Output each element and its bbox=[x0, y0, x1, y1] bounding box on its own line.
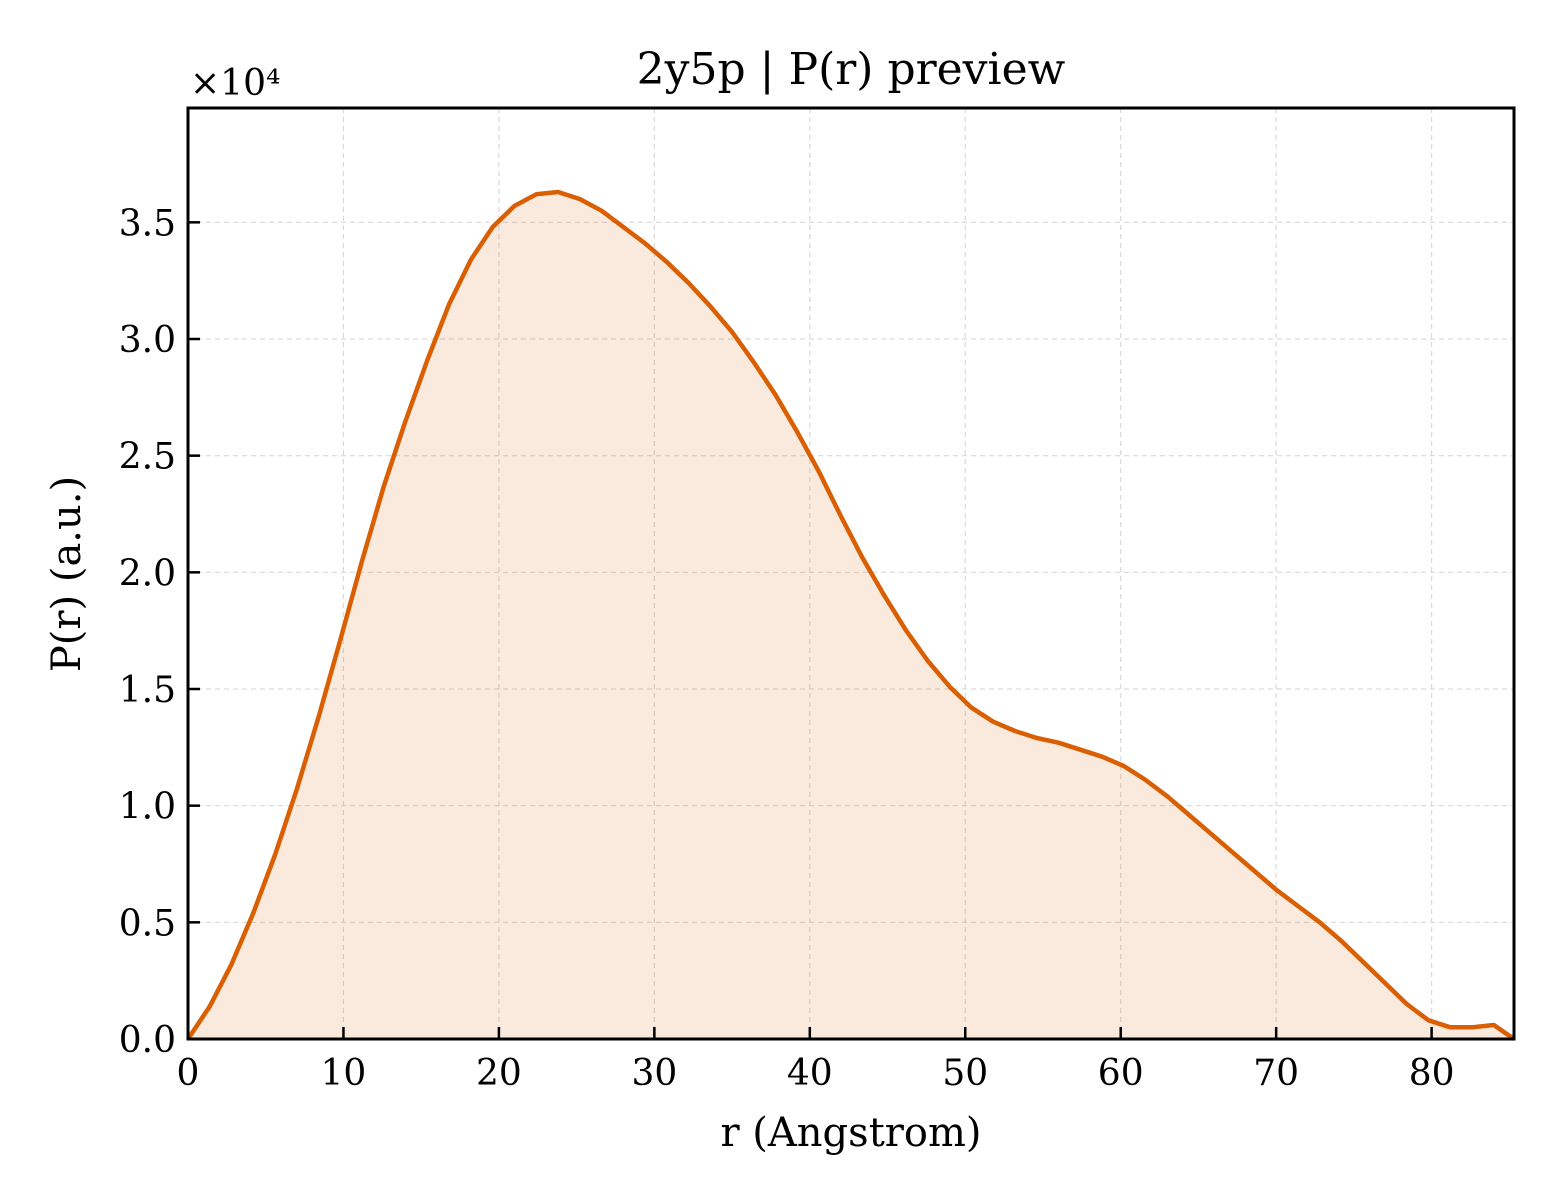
x-tick-label: 20 bbox=[476, 1053, 522, 1094]
series-area-fill bbox=[188, 192, 1514, 1039]
y-axis-label: P(r) (a.u.) bbox=[44, 476, 90, 672]
y-tick-label: 1.0 bbox=[119, 787, 176, 828]
series-line bbox=[186, 189, 1516, 1041]
y-tick-label: 3.5 bbox=[119, 203, 176, 244]
y-tick-label: 2.5 bbox=[119, 437, 176, 478]
y-tick-label: 0.0 bbox=[119, 1020, 176, 1061]
chart-title: 2y5p | P(r) preview bbox=[637, 44, 1066, 95]
y-multiplier-label: ×10⁴ bbox=[190, 63, 280, 104]
y-tick-label: 0.5 bbox=[119, 903, 176, 944]
x-tick-label: 40 bbox=[787, 1053, 833, 1094]
x-tick-label: 50 bbox=[942, 1053, 988, 1094]
x-tick-label: 60 bbox=[1098, 1053, 1144, 1094]
x-tick-label: 0 bbox=[177, 1053, 200, 1094]
axis-ticks: 0 10 20 30 40 50 60 70 80 0.0 0.5 1.0 1.5 2.0 2.5 3.0 3.… bbox=[119, 203, 1455, 1094]
y-tick-label: 2.0 bbox=[119, 553, 176, 594]
x-tick-label: 70 bbox=[1253, 1053, 1299, 1094]
plot-area bbox=[186, 189, 1516, 1041]
x-tick-label: 30 bbox=[631, 1053, 677, 1094]
x-tick-label: 80 bbox=[1409, 1053, 1455, 1094]
y-tick-label: 1.5 bbox=[119, 670, 176, 711]
x-tick-label: 10 bbox=[321, 1053, 367, 1094]
x-axis-label: r (Angstrom) bbox=[720, 1110, 981, 1156]
y-tick-label: 3.0 bbox=[119, 320, 176, 361]
